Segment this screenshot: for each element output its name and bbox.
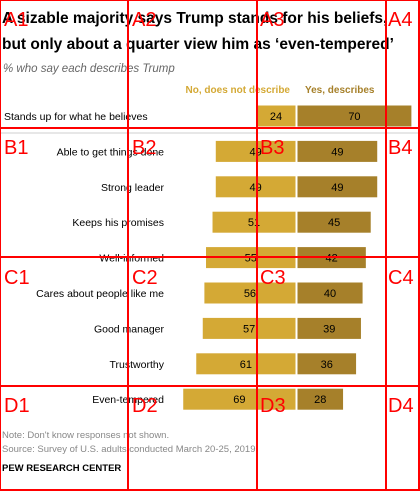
category-label: Keeps his promises — [72, 217, 164, 229]
bar-no — [183, 388, 296, 410]
category-label: Able to get things done — [57, 146, 165, 158]
value-label-yes: 49 — [331, 182, 343, 194]
value-label-yes: 42 — [326, 253, 338, 265]
bar-no — [256, 105, 296, 127]
category-label: Strong leader — [101, 182, 165, 194]
chart-title-line-1: A sizable majority says Trump stands for… — [2, 10, 387, 27]
bar-yes — [297, 176, 378, 198]
bar-no — [215, 176, 296, 198]
grid-cell-label: C2 — [132, 267, 158, 289]
value-label-yes: 39 — [323, 323, 335, 335]
category-label: Well-informed — [99, 253, 164, 265]
bar-no — [202, 317, 296, 339]
value-label-yes: 70 — [348, 111, 360, 123]
value-label-yes: 36 — [321, 359, 333, 371]
bar-yes — [297, 353, 357, 375]
value-label-yes: 40 — [324, 288, 336, 300]
chart-title-line-2: but only about a quarter view him as ‘ev… — [2, 36, 394, 53]
value-label-no: 69 — [233, 394, 245, 406]
source: Source: Survey of U.S. adults conducted … — [2, 444, 258, 455]
value-label-no: 55 — [245, 253, 257, 265]
value-label-no: 61 — [240, 359, 252, 371]
grid-cell-label: C4 — [388, 267, 414, 289]
grid-cell-label: D3 — [260, 395, 286, 417]
legend-no: No, does not describe — [186, 85, 291, 96]
grid-cell-label: C3 — [260, 267, 286, 289]
grid-cell-label: A1 — [4, 9, 28, 31]
value-label-no: 49 — [250, 146, 262, 158]
bar-yes — [297, 282, 363, 304]
grid-cell-label: D4 — [388, 395, 414, 417]
legend-yes: Yes, describes — [305, 85, 375, 96]
bar-yes — [297, 388, 344, 410]
bar-yes — [297, 140, 378, 162]
value-label-yes: 45 — [328, 217, 340, 229]
value-label-no: 24 — [270, 111, 282, 123]
bar-no — [215, 140, 296, 162]
grid-cell-label: B3 — [260, 137, 284, 159]
chart-subtitle: % who say each describes Trump — [3, 63, 175, 75]
value-label-no: 57 — [243, 323, 255, 335]
grid-cell-label: B4 — [388, 137, 412, 159]
bar-no — [196, 353, 296, 375]
bar-yes — [297, 317, 361, 339]
value-label-no: 49 — [250, 182, 262, 194]
category-label: Stands up for what he believes — [4, 111, 148, 123]
value-label-no: 56 — [244, 288, 256, 300]
grid-cell-label: C1 — [4, 267, 30, 289]
grid-cell-label: A3 — [260, 9, 284, 31]
grid-cell-label: B1 — [4, 137, 28, 159]
bars: Stands up for what he believes 24 70 Able t… — [0, 105, 420, 410]
grid-cell-label: A4 — [388, 9, 412, 31]
category-label: Good manager — [94, 323, 165, 335]
note: Note: Don't know responses not shown. — [2, 430, 169, 441]
grid-cell-label: A2 — [132, 9, 156, 31]
org-logo: PEW RESEARCH CENTER — [2, 463, 121, 474]
bar-no — [212, 211, 296, 233]
grid-cell-label: D2 — [132, 395, 158, 417]
grid-cell-label: D1 — [4, 395, 30, 417]
value-label-no: 51 — [248, 217, 260, 229]
category-label: Trustworthy — [110, 359, 165, 371]
grid-cell-label: B2 — [132, 137, 156, 159]
bar-yes — [297, 211, 371, 233]
value-label-yes: 28 — [314, 394, 326, 406]
bar-yes — [297, 105, 412, 127]
value-label-yes: 49 — [331, 146, 343, 158]
bar-no — [204, 282, 296, 304]
category-label: Cares about people like me — [36, 288, 164, 300]
